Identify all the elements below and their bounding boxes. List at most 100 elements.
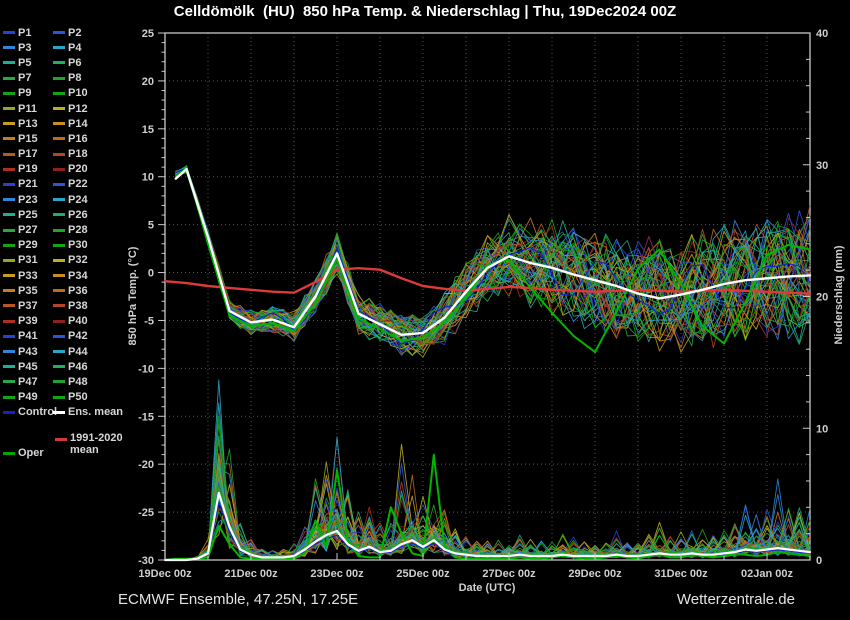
legend-item-P32: P32 bbox=[53, 254, 153, 266]
legend-row: P3 P4 bbox=[3, 40, 153, 55]
legend-item-P38: P38 bbox=[53, 300, 153, 312]
legend-item-P15: P15 bbox=[3, 133, 53, 145]
legend-label: P41 bbox=[18, 330, 38, 343]
ens-mean-temp-line bbox=[174, 167, 812, 336]
legend-item-P23: P23 bbox=[3, 194, 53, 206]
legend-swatch bbox=[53, 319, 65, 323]
legend-item-P39: P39 bbox=[3, 315, 53, 327]
legend-label: P47 bbox=[18, 375, 38, 388]
legend-row: P29 P30 bbox=[3, 238, 153, 253]
member-temp-line bbox=[175, 170, 811, 340]
legend-swatch bbox=[3, 380, 15, 384]
legend-swatch bbox=[53, 243, 65, 247]
legend-label: P28 bbox=[68, 224, 88, 237]
legend-swatch bbox=[55, 438, 67, 441]
legend-swatch bbox=[53, 213, 65, 217]
legend-label: P6 bbox=[68, 56, 82, 69]
x-tick-label: 19Dec 00z bbox=[138, 568, 192, 580]
legend-item-P14: P14 bbox=[53, 118, 153, 130]
member-temp-line bbox=[175, 165, 811, 344]
legend-item-control: Control bbox=[3, 406, 57, 418]
member-precip-line bbox=[164, 379, 811, 561]
legend-label: P21 bbox=[18, 178, 38, 191]
legend-row: P49 P50 bbox=[3, 390, 153, 405]
legend-item-P41: P41 bbox=[3, 330, 53, 342]
legend-label: P20 bbox=[68, 163, 88, 176]
legend-label: P4 bbox=[68, 41, 82, 54]
legend-row: P15 P16 bbox=[3, 131, 153, 146]
legend-item-P20: P20 bbox=[53, 163, 153, 175]
legend-label: P16 bbox=[68, 132, 88, 145]
page-title: Celldömölk (HU) 850 hPa Temp. & Niedersc… bbox=[173, 3, 677, 20]
legend-item-P21: P21 bbox=[3, 178, 53, 190]
left-tick-label: -15 bbox=[138, 411, 154, 423]
x-tick-label: 02Jan 00z bbox=[741, 568, 793, 580]
legend-row: P31 P32 bbox=[3, 253, 153, 268]
legend-swatch bbox=[53, 258, 65, 262]
left-tick-label: 20 bbox=[142, 76, 154, 88]
legend-label: P24 bbox=[68, 193, 88, 206]
left-tick-label: -10 bbox=[138, 363, 154, 375]
legend-swatch bbox=[53, 61, 65, 65]
legend-item-P44: P44 bbox=[53, 346, 153, 358]
legend-row: P45 P46 bbox=[3, 359, 153, 374]
legend-label: P18 bbox=[68, 148, 88, 161]
legend-label: P44 bbox=[68, 345, 88, 358]
oper-line bbox=[164, 166, 811, 561]
right-tick-label: 30 bbox=[816, 160, 828, 172]
legend-swatch bbox=[3, 182, 15, 186]
legend-item-P46: P46 bbox=[53, 361, 153, 373]
legend-swatch bbox=[53, 380, 65, 384]
member-precip-line bbox=[164, 478, 811, 561]
legend-row: P33 P34 bbox=[3, 268, 153, 283]
legend-item-P1: P1 bbox=[3, 27, 53, 39]
legend-swatch bbox=[3, 274, 15, 278]
legend-label: P5 bbox=[18, 56, 32, 69]
x-tick-label: 29Dec 00z bbox=[568, 568, 622, 580]
legend-label: P10 bbox=[68, 87, 88, 100]
legend-swatch bbox=[3, 76, 15, 80]
legend-row: P7 P8 bbox=[3, 71, 153, 86]
legend-swatch bbox=[53, 228, 65, 232]
legend-label: P11 bbox=[18, 102, 37, 115]
legend-label: Control bbox=[18, 406, 58, 419]
right-tick-label: 0 bbox=[816, 555, 822, 567]
ens-mean-precip-line bbox=[163, 491, 812, 562]
legend-label: P26 bbox=[68, 208, 88, 221]
legend-swatch bbox=[3, 91, 15, 95]
legend-swatch bbox=[3, 395, 15, 399]
legend-label: P34 bbox=[68, 269, 88, 282]
legend-swatch bbox=[53, 122, 65, 126]
legend-label: P49 bbox=[18, 391, 38, 404]
legend-item-P27: P27 bbox=[3, 224, 53, 236]
legend-item-P50: P50 bbox=[53, 391, 153, 403]
control-line bbox=[164, 167, 811, 561]
legend-label: P27 bbox=[18, 224, 38, 237]
member-temp-line bbox=[175, 168, 811, 345]
left-tick-label: -5 bbox=[144, 315, 154, 327]
legend-swatch bbox=[3, 243, 15, 247]
legend-label: P19 bbox=[18, 163, 38, 176]
legend-label: P8 bbox=[68, 72, 82, 85]
legend-row-control-ensmean: Control Ens. mean bbox=[3, 405, 153, 420]
legend-label: P12 bbox=[68, 102, 88, 115]
legend-label: P22 bbox=[68, 178, 88, 191]
legend-swatch bbox=[53, 350, 65, 354]
legend-label: P13 bbox=[18, 117, 38, 130]
legend-swatch bbox=[3, 319, 15, 323]
legend-item-P29: P29 bbox=[3, 239, 53, 251]
legend-label: P23 bbox=[18, 193, 38, 206]
legend-label: mean bbox=[70, 443, 99, 456]
legend-label: P29 bbox=[18, 239, 38, 252]
legend-row: P37 P38 bbox=[3, 298, 153, 313]
legend-label: P39 bbox=[18, 315, 38, 328]
legend-swatch bbox=[53, 365, 65, 369]
right-tick-label: 10 bbox=[816, 423, 828, 435]
legend-item-P25: P25 bbox=[3, 209, 53, 221]
oper-temp-line bbox=[174, 166, 811, 354]
right-tick-label: 20 bbox=[816, 292, 828, 304]
site-credit: Wetterzentrale.de bbox=[676, 591, 795, 608]
legend-swatch bbox=[3, 31, 15, 35]
legend-label: P37 bbox=[18, 299, 38, 312]
legend-label: P50 bbox=[68, 391, 88, 404]
